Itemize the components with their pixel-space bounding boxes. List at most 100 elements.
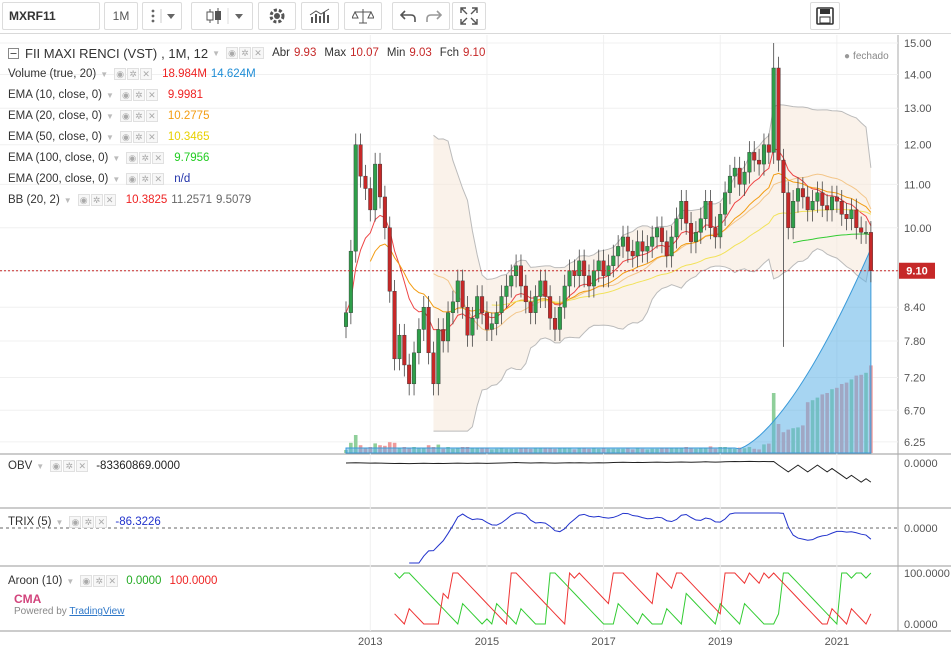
chevron-down-icon[interactable]: ▼ <box>105 111 114 121</box>
close-icon[interactable]: ✕ <box>152 173 165 185</box>
indicator-controls[interactable]: ◉ ✲ ✕ <box>119 110 158 122</box>
candle-body <box>470 317 475 336</box>
eye-icon[interactable]: ◉ <box>119 110 132 122</box>
eye-icon[interactable]: ◉ <box>126 152 139 164</box>
close-icon[interactable]: ✕ <box>145 89 158 101</box>
chevron-down-icon[interactable]: ▼ <box>63 195 72 205</box>
indicator-legend-1[interactable]: EMA (10, close, 0) ▼ ◉ ✲ ✕ 9.9981 <box>8 87 203 103</box>
interval-menu-button[interactable] <box>142 2 182 30</box>
undo-icon[interactable] <box>400 9 416 23</box>
price-axis-label: 10.00 <box>904 223 932 235</box>
eye-icon[interactable]: ◉ <box>50 460 63 472</box>
indicators-button[interactable] <box>301 2 339 30</box>
gear-icon[interactable]: ✲ <box>93 575 106 587</box>
chart-area[interactable]: 9.10 15.00 14.00 13.00 12.00 11.00 10.00 8.40 7.… <box>0 35 951 651</box>
close-icon[interactable]: ✕ <box>76 460 89 472</box>
indicator-value: 10.3465 <box>167 131 210 143</box>
indicator-controls[interactable]: ◉ ✲ ✕ <box>119 89 158 101</box>
candle-body <box>504 285 509 297</box>
gear-icon[interactable]: ✲ <box>132 89 145 101</box>
chevron-down-icon[interactable]: ▼ <box>112 174 121 184</box>
eye-icon[interactable]: ◉ <box>80 575 93 587</box>
eye-icon[interactable]: ◉ <box>126 173 139 185</box>
indicator-legend-6[interactable]: BB (20, 2) ▼ ◉ ✲ ✕ 10.3825 11.2571 9.5079 <box>8 192 251 208</box>
indicator-legend-3[interactable]: EMA (50, close, 0) ▼ ◉ ✲ ✕ 10.3465 <box>8 129 209 145</box>
gear-icon[interactable]: ✲ <box>127 68 140 80</box>
trix-legend[interactable]: TRIX (5) ▼ ◉ ✲ ✕ -86.3226 <box>8 514 161 530</box>
chevron-down-icon[interactable]: ▼ <box>105 132 114 142</box>
indicator-controls[interactable]: ◉ ✲ ✕ <box>126 173 165 185</box>
eye-icon[interactable]: ◉ <box>119 131 132 143</box>
gear-icon[interactable]: ✲ <box>132 110 145 122</box>
eye-icon[interactable]: ◉ <box>226 47 239 59</box>
eye-icon[interactable]: ◉ <box>114 68 127 80</box>
chevron-down-icon[interactable]: ▼ <box>36 461 45 471</box>
indicator-label: EMA (20, close, 0) <box>8 110 102 122</box>
candle-body <box>368 188 373 211</box>
indicator-legend-0[interactable]: Volume (true, 20) ▼ ◉ ✲ ✕ 18.984M 14.624M <box>8 66 256 82</box>
gear-icon[interactable]: ✲ <box>139 152 152 164</box>
close-icon[interactable]: ✕ <box>140 68 153 80</box>
candle-body <box>820 192 825 206</box>
aroon-controls[interactable]: ◉ ✲ ✕ <box>80 575 119 587</box>
gear-icon[interactable]: ✲ <box>139 173 152 185</box>
chart-type-button[interactable] <box>191 2 253 30</box>
candle-body <box>805 196 810 211</box>
fullscreen-button[interactable] <box>452 2 486 30</box>
close-icon[interactable]: ✕ <box>145 131 158 143</box>
chevron-down-icon[interactable]: ▼ <box>66 576 75 586</box>
indicator-legend-5[interactable]: EMA (200, close, 0) ▼ ◉ ✲ ✕ n/d <box>8 171 190 187</box>
candle-body <box>684 201 689 224</box>
close-icon[interactable]: ✕ <box>103 194 116 206</box>
chevron-down-icon[interactable]: ▼ <box>100 69 109 79</box>
candle-body <box>494 312 499 324</box>
indicator-legend-2[interactable]: EMA (20, close, 0) ▼ ◉ ✲ ✕ 10.2775 <box>8 108 209 124</box>
indicator-controls[interactable]: ◉ ✲ ✕ <box>126 152 165 164</box>
close-icon[interactable]: ✕ <box>252 47 265 59</box>
interval-button[interactable]: 1M <box>104 2 138 30</box>
series-title: FII MAXI RENCI (VST) <box>25 45 158 61</box>
compare-button[interactable] <box>344 2 382 30</box>
redo-icon[interactable] <box>426 9 442 23</box>
indicator-label: EMA (100, close, 0) <box>8 152 109 164</box>
chevron-down-icon[interactable]: ▼ <box>212 48 221 58</box>
close-icon[interactable]: ✕ <box>145 110 158 122</box>
chevron-down-icon[interactable]: ▼ <box>55 517 64 527</box>
eye-icon[interactable]: ◉ <box>69 516 82 528</box>
candle-body <box>776 67 781 161</box>
indicator-controls[interactable]: ◉ ✲ ✕ <box>77 194 116 206</box>
chevron-down-icon[interactable]: ▼ <box>105 90 114 100</box>
indicator-legend-4[interactable]: EMA (100, close, 0) ▼ ◉ ✲ ✕ 9.7956 <box>8 150 209 166</box>
chevron-down-icon[interactable]: ▼ <box>112 153 121 163</box>
indicator-controls[interactable]: ◉ ✲ ✕ <box>114 68 153 80</box>
gear-icon[interactable]: ✲ <box>90 194 103 206</box>
series-controls[interactable]: ◉ ✲ ✕ <box>226 47 265 59</box>
candle-body <box>674 218 679 238</box>
main-series-legend[interactable]: FII MAXI RENCI (VST) , 1M, 12 ▼ ◉ ✲ ✕ Abr … <box>8 45 485 61</box>
save-button[interactable] <box>810 2 840 30</box>
tradingview-link[interactable]: TradingView <box>69 606 125 617</box>
aroon-legend[interactable]: Aroon (10) ▼ ◉ ✲ ✕ 0.0000 100.0000 <box>8 573 217 589</box>
close-icon[interactable]: ✕ <box>152 152 165 164</box>
symbol-label: MXRF11 <box>9 9 56 23</box>
obv-legend[interactable]: OBV ▼ ◉ ✲ ✕ -83360869.0000 <box>8 458 180 474</box>
price-chart[interactable]: 9.10 15.00 14.00 13.00 12.00 11.00 10.00 8.40 7.… <box>0 35 951 651</box>
close-icon[interactable]: ✕ <box>106 575 119 587</box>
symbol-search[interactable]: MXRF11 <box>2 2 100 30</box>
candle-body <box>591 270 596 287</box>
candle-body <box>436 329 441 385</box>
gear-icon[interactable]: ✲ <box>132 131 145 143</box>
price-axis-label: 11.00 <box>904 179 931 191</box>
candle-body <box>446 312 451 342</box>
gear-icon[interactable]: ✲ <box>63 460 76 472</box>
close-icon[interactable]: ✕ <box>95 516 108 528</box>
indicator-controls[interactable]: ◉ ✲ ✕ <box>119 131 158 143</box>
collapse-icon[interactable] <box>8 47 19 59</box>
gear-icon[interactable]: ✲ <box>239 47 252 59</box>
trix-controls[interactable]: ◉ ✲ ✕ <box>69 516 108 528</box>
gear-icon[interactable]: ✲ <box>82 516 95 528</box>
settings-button[interactable] <box>258 2 296 30</box>
eye-icon[interactable]: ◉ <box>119 89 132 101</box>
eye-icon[interactable]: ◉ <box>77 194 90 206</box>
obv-controls[interactable]: ◉ ✲ ✕ <box>50 460 89 472</box>
